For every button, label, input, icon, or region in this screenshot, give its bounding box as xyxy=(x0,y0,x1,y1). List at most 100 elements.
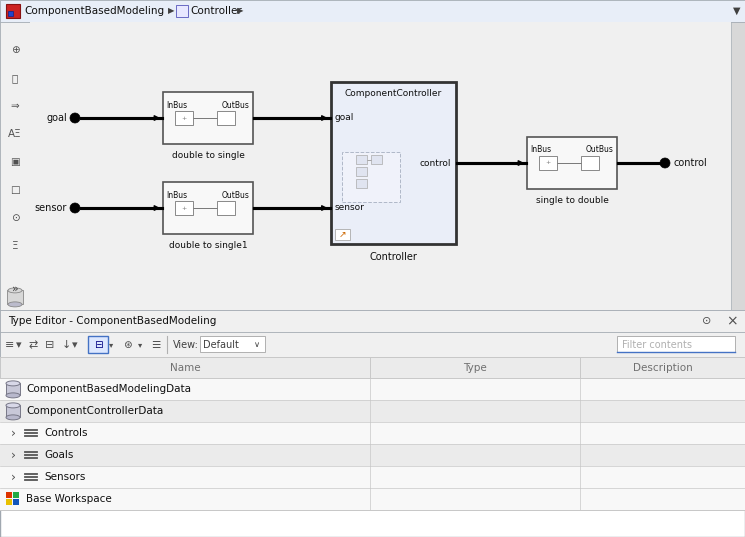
Text: ⇄: ⇄ xyxy=(28,340,38,350)
FancyBboxPatch shape xyxy=(163,92,253,144)
FancyBboxPatch shape xyxy=(13,499,19,505)
FancyBboxPatch shape xyxy=(8,11,13,16)
FancyBboxPatch shape xyxy=(13,492,19,498)
Text: InBus: InBus xyxy=(530,146,551,155)
Text: ComponentBasedModeling: ComponentBasedModeling xyxy=(24,6,164,16)
Text: ×: × xyxy=(726,314,738,329)
Text: Filter contents: Filter contents xyxy=(622,340,692,350)
Ellipse shape xyxy=(8,302,22,307)
FancyBboxPatch shape xyxy=(581,156,599,170)
Text: ▾: ▾ xyxy=(16,340,22,350)
Text: OutBus: OutBus xyxy=(222,191,250,200)
Text: ▾: ▾ xyxy=(109,340,113,350)
FancyBboxPatch shape xyxy=(527,137,617,189)
Ellipse shape xyxy=(6,415,20,420)
Text: Description: Description xyxy=(633,363,692,373)
Text: ⇒: ⇒ xyxy=(10,101,19,111)
FancyBboxPatch shape xyxy=(6,4,20,18)
Text: ☰: ☰ xyxy=(151,340,161,350)
FancyBboxPatch shape xyxy=(371,155,382,164)
FancyBboxPatch shape xyxy=(0,332,745,358)
Text: ⊟: ⊟ xyxy=(94,340,102,350)
FancyBboxPatch shape xyxy=(200,336,265,352)
Text: ›: › xyxy=(11,471,16,484)
Text: OutBus: OutBus xyxy=(222,100,250,110)
Text: control: control xyxy=(420,158,451,168)
Text: ›: › xyxy=(11,449,16,462)
Text: double to single1: double to single1 xyxy=(168,241,247,250)
FancyBboxPatch shape xyxy=(7,291,23,304)
FancyBboxPatch shape xyxy=(335,229,349,240)
Text: single to double: single to double xyxy=(536,196,609,205)
Text: Controller: Controller xyxy=(190,6,241,16)
Text: sensor: sensor xyxy=(34,203,67,213)
Text: ▣: ▣ xyxy=(10,157,20,167)
FancyBboxPatch shape xyxy=(0,0,745,310)
Text: OutBus: OutBus xyxy=(586,146,614,155)
FancyBboxPatch shape xyxy=(6,405,20,417)
Text: Goals: Goals xyxy=(44,451,73,460)
FancyBboxPatch shape xyxy=(163,182,253,234)
FancyBboxPatch shape xyxy=(0,488,745,510)
Text: □: □ xyxy=(10,185,20,195)
Text: ⤢: ⤢ xyxy=(12,73,18,83)
Text: ▾: ▾ xyxy=(72,340,77,350)
FancyBboxPatch shape xyxy=(6,499,12,505)
Text: Default: Default xyxy=(203,340,239,350)
Circle shape xyxy=(70,113,80,123)
FancyBboxPatch shape xyxy=(0,0,745,22)
FancyBboxPatch shape xyxy=(0,423,745,445)
Text: goal: goal xyxy=(335,113,354,122)
FancyBboxPatch shape xyxy=(342,152,400,202)
FancyBboxPatch shape xyxy=(731,22,745,310)
Ellipse shape xyxy=(8,288,22,293)
Text: ▼: ▼ xyxy=(733,6,741,16)
Text: ⊙: ⊙ xyxy=(703,316,711,326)
Text: Ξ: Ξ xyxy=(12,241,18,251)
Text: ComponentControllerData: ComponentControllerData xyxy=(26,407,163,416)
Text: ≡: ≡ xyxy=(5,340,15,350)
FancyBboxPatch shape xyxy=(6,383,20,395)
Text: InBus: InBus xyxy=(166,191,187,200)
Ellipse shape xyxy=(6,393,20,398)
Text: ∨: ∨ xyxy=(254,340,260,350)
Text: ▶: ▶ xyxy=(237,6,244,16)
FancyBboxPatch shape xyxy=(6,492,12,498)
Text: ▶: ▶ xyxy=(168,6,174,16)
FancyBboxPatch shape xyxy=(0,310,745,332)
Text: sensor: sensor xyxy=(335,204,364,213)
FancyBboxPatch shape xyxy=(88,336,108,353)
Circle shape xyxy=(660,158,670,168)
FancyBboxPatch shape xyxy=(174,111,193,125)
Ellipse shape xyxy=(6,403,20,408)
Text: Controls: Controls xyxy=(44,429,87,438)
Text: ▾: ▾ xyxy=(138,340,142,350)
FancyBboxPatch shape xyxy=(617,336,735,352)
FancyBboxPatch shape xyxy=(0,22,30,310)
FancyBboxPatch shape xyxy=(356,179,367,188)
FancyBboxPatch shape xyxy=(0,401,745,423)
FancyBboxPatch shape xyxy=(176,5,188,17)
Text: control: control xyxy=(673,158,707,168)
Text: ↓: ↓ xyxy=(61,340,71,350)
FancyBboxPatch shape xyxy=(0,467,745,488)
Text: InBus: InBus xyxy=(166,100,187,110)
FancyBboxPatch shape xyxy=(356,155,367,164)
Text: +: + xyxy=(181,206,186,211)
FancyBboxPatch shape xyxy=(356,167,367,176)
Text: ⊛: ⊛ xyxy=(123,340,131,350)
FancyBboxPatch shape xyxy=(0,379,745,401)
Text: ComponentBasedModelingData: ComponentBasedModelingData xyxy=(26,384,191,394)
Text: goal: goal xyxy=(46,113,67,123)
FancyBboxPatch shape xyxy=(30,22,731,310)
Text: Name: Name xyxy=(170,363,200,373)
Text: +: + xyxy=(545,161,551,165)
FancyBboxPatch shape xyxy=(0,358,745,379)
Text: ↗: ↗ xyxy=(338,230,346,239)
Text: Type Editor - ComponentBasedModeling: Type Editor - ComponentBasedModeling xyxy=(8,316,216,326)
Text: ⊕: ⊕ xyxy=(10,45,19,55)
Text: »: » xyxy=(12,284,19,293)
Text: View:: View: xyxy=(173,340,199,350)
Text: Sensors: Sensors xyxy=(44,473,86,482)
FancyBboxPatch shape xyxy=(539,156,557,170)
